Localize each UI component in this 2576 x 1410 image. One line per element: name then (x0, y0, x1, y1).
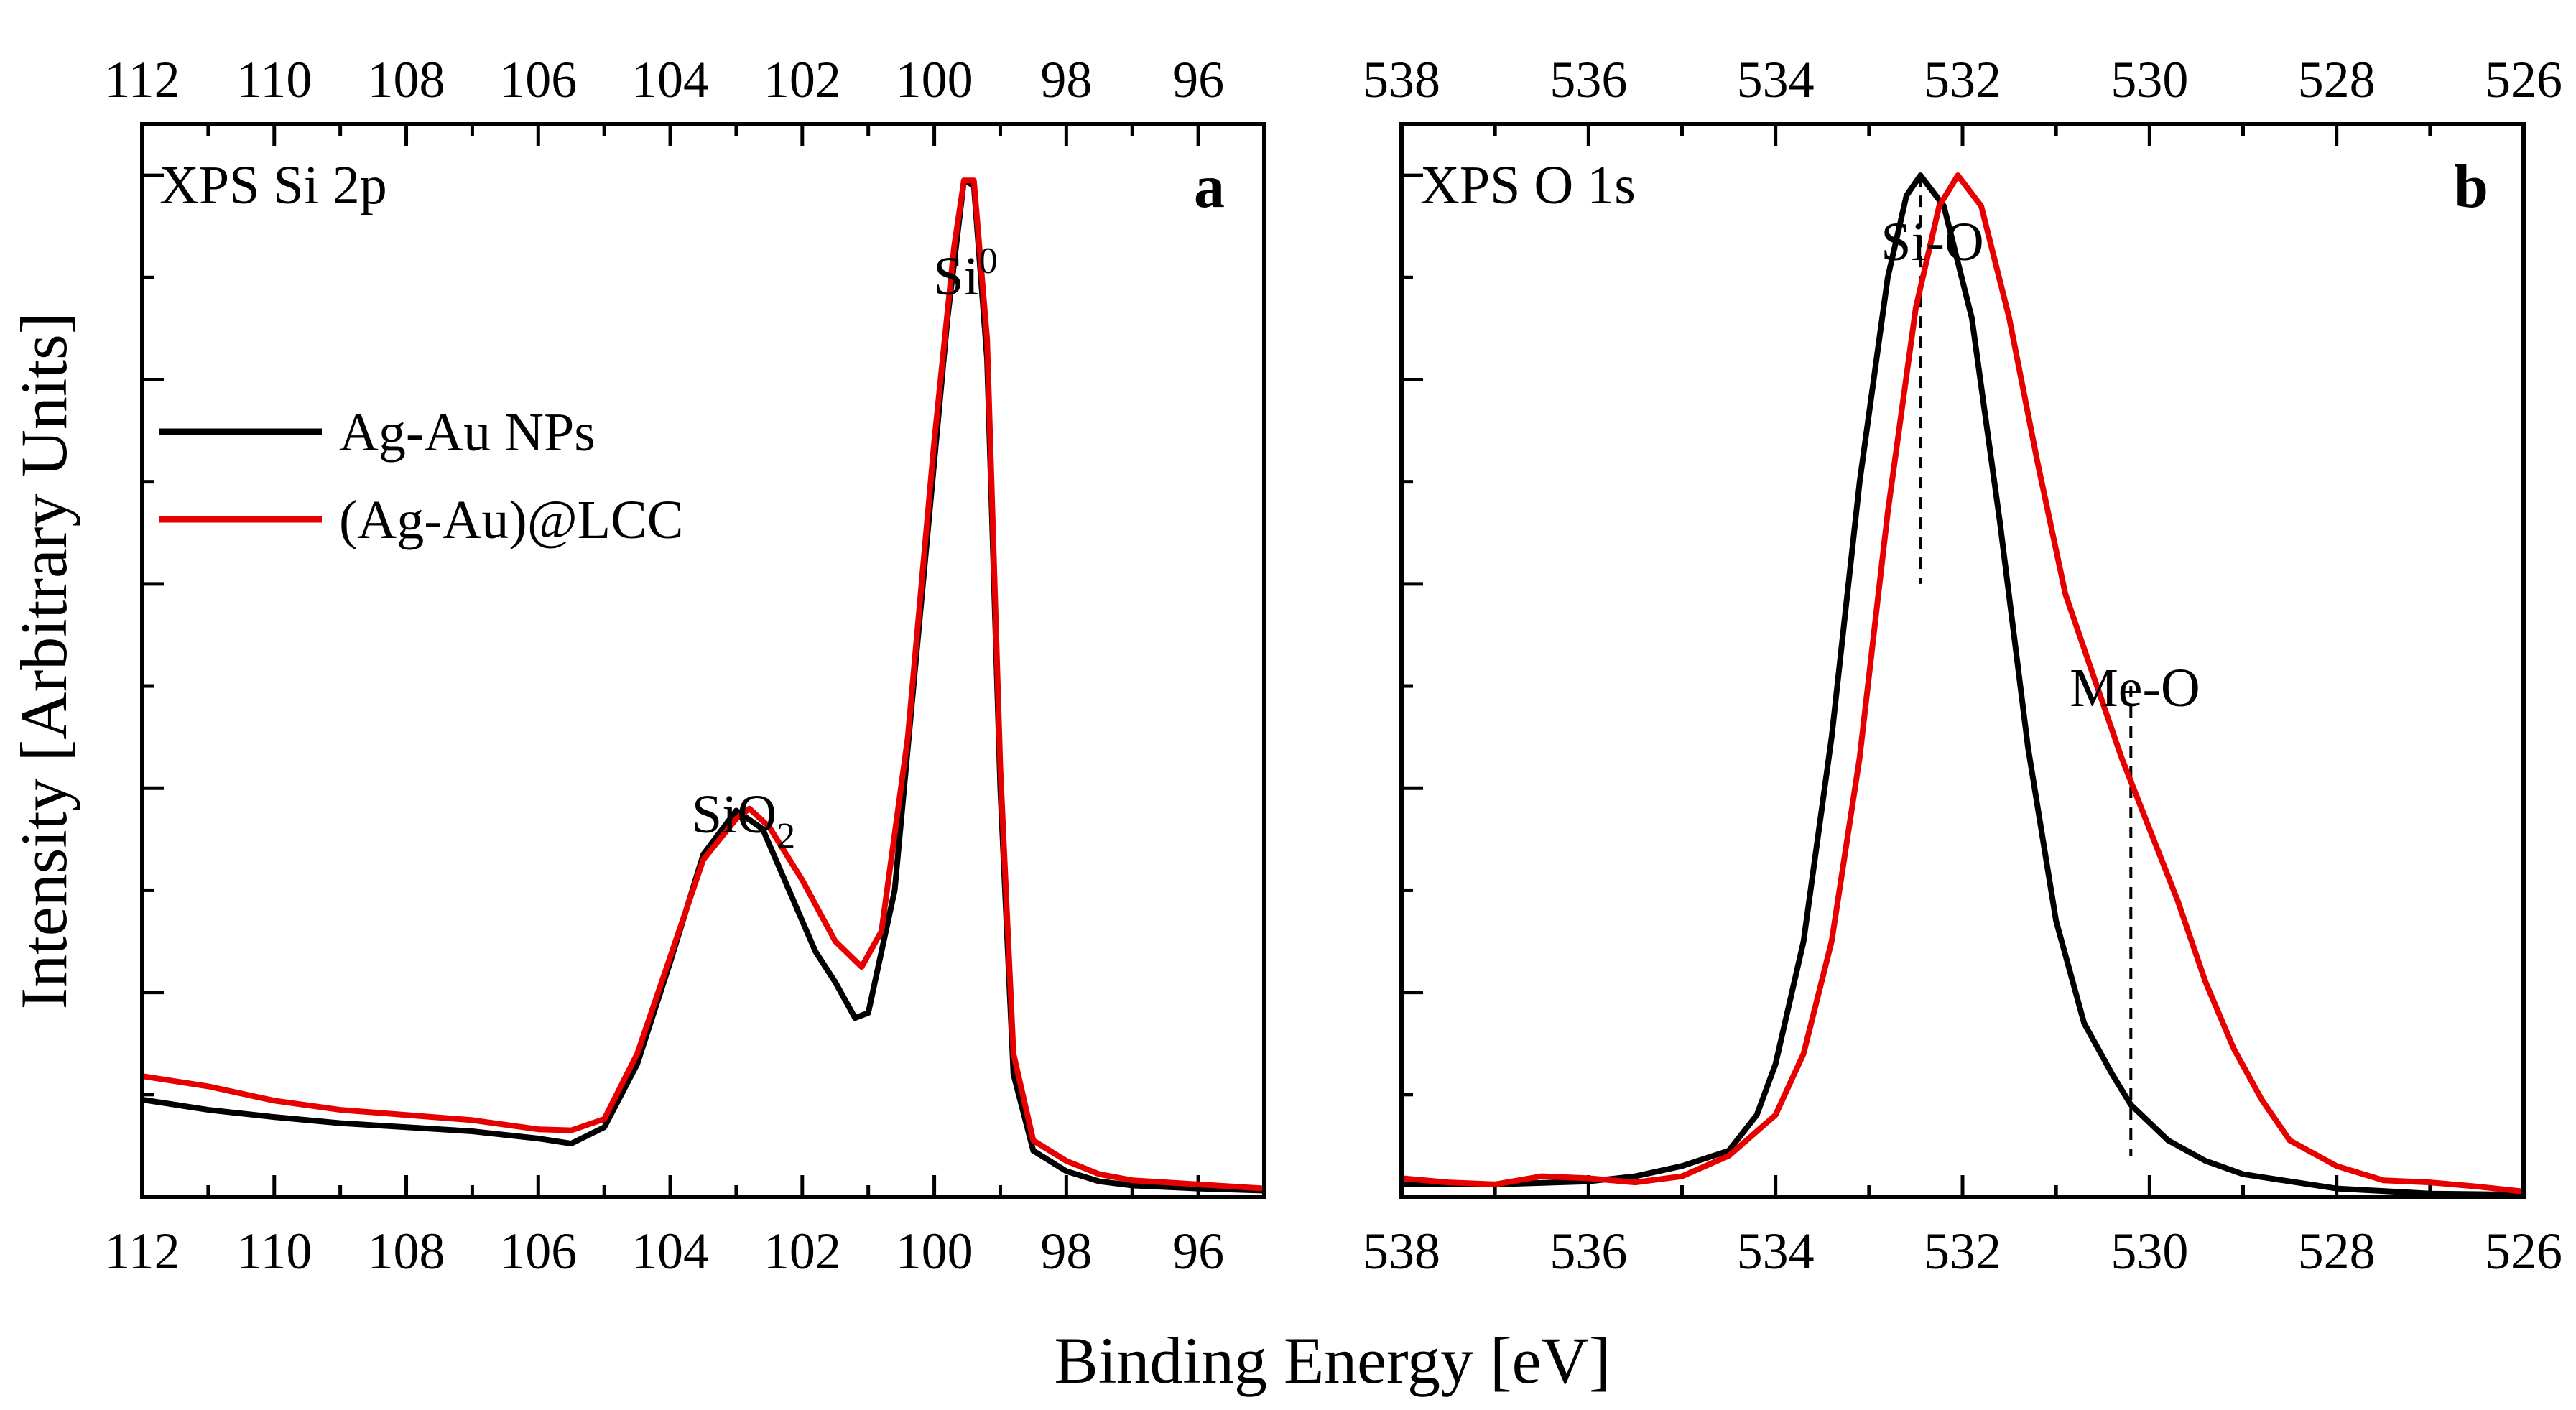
panel-a-xtick-label-top: 106 (499, 51, 577, 108)
panel-b-series-ag-au-lcc (1401, 172, 2524, 1195)
panel-a-title: XPS Si 2p (159, 155, 387, 215)
panel-a-xtick-label-top: 100 (896, 51, 973, 108)
panel-a-xtick-label-top: 110 (236, 51, 312, 108)
panel-a-xtick-label-bottom: 102 (764, 1223, 841, 1280)
panel-b-title: XPS O 1s (1420, 155, 1636, 215)
panel-b-frame (1399, 122, 2526, 1199)
panel-b-plot-area: 538 538 536 536 534 534 532 532 530 530 528 528 526 5… (1363, 51, 2562, 1280)
panel-b-xtick-label-top: 532 (1924, 51, 2001, 108)
panel-a-xtick-label-top: 108 (368, 51, 445, 108)
panel-b-me-o-label: Me-O (2070, 658, 2200, 718)
panel-b-xtick-label-top: 536 (1549, 51, 1627, 108)
panel-a-si0-base: Si (933, 246, 978, 307)
panel-a-xtick-label-top: 102 (764, 51, 841, 108)
panel-a-frame (140, 122, 1266, 1199)
legend: Ag-Au NPs (Ag-Au)@LCC (159, 402, 684, 550)
panel-a-xtick-label-bottom: 106 (499, 1223, 577, 1280)
panel-a-si0-superscript: 0 (979, 241, 998, 282)
panel-a-xtick-label-bottom: 104 (631, 1223, 709, 1280)
panel-b-xtick-label-bottom: 528 (2298, 1223, 2376, 1280)
panel-a-xtick-label-bottom: 96 (1172, 1223, 1224, 1280)
panel-a-xtick-label-bottom: 100 (896, 1223, 973, 1280)
panel-a-sio2-base: SiO (692, 784, 777, 845)
panel-b-series-ag-au-nps (1401, 172, 2524, 1198)
panel-b-xtick-label-bottom: 536 (1549, 1223, 1627, 1280)
panel-a-plot-area: 112 112 110 110 108 108 106 106 104 104 102 102 100 1… (104, 51, 1266, 1280)
panel-a-xtick-label-top: 98 (1040, 51, 1092, 108)
panel-a-xtick-label-bottom: 98 (1040, 1223, 1092, 1280)
panel-b-letter: b (2454, 152, 2488, 221)
panel-b-xtick-label-bottom: 534 (1737, 1223, 1815, 1280)
panel-b-xtick-label-bottom: 526 (2485, 1223, 2562, 1280)
panel-b-xtick-label-top: 534 (1737, 51, 1815, 108)
panel-a-xtick-label-bottom: 110 (236, 1223, 312, 1280)
panel-b-si-o-label: Si-O (1881, 212, 1984, 272)
panel-a-series-ag-au-nps (142, 177, 1265, 1194)
panel-a-xtick-label-top: 96 (1172, 51, 1224, 108)
panel-b-xtick-label-top: 526 (2485, 51, 2562, 108)
panel-b-xtick-label-top: 530 (2111, 51, 2188, 108)
panel-a-si0-label: Si0 (933, 241, 997, 307)
panel-a-sio2-label: SiO2 (692, 784, 795, 857)
panel-b-xtick-label-bottom: 532 (1924, 1223, 2001, 1280)
panel-b-xtick-label-top: 528 (2298, 51, 2376, 108)
panel-a-xtick-label-top: 112 (104, 51, 180, 108)
legend-label-ag-au-nps: Ag-Au NPs (339, 402, 596, 463)
panel-a-xtick-label-top: 104 (631, 51, 709, 108)
panel-a-sio2-subscript: 2 (777, 816, 795, 857)
panel-b-xtick-label-bottom: 538 (1363, 1223, 1440, 1280)
panel-a-letter: a (1194, 152, 1225, 221)
panel-a-si-2p: 112 112 110 110 108 108 106 106 104 104 102 102 100 1… (104, 51, 1266, 1280)
panel-a-series-ag-au-lcc (142, 177, 1265, 1192)
panel-b-o-1s: 538 538 536 536 534 534 532 532 530 530 528 528 526 5… (1363, 51, 2562, 1280)
panel-a-xtick-label-bottom: 112 (104, 1223, 180, 1280)
legend-label-ag-au-lcc: (Ag-Au)@LCC (339, 490, 684, 550)
panel-a-xtick-label-bottom: 108 (368, 1223, 445, 1280)
x-axis-title: Binding Energy [eV] (1054, 1324, 1611, 1397)
panel-b-xtick-label-bottom: 530 (2111, 1223, 2188, 1280)
panel-b-xtick-label-top: 538 (1363, 51, 1440, 108)
y-axis-title: Intensity [Arbitrary Units] (7, 312, 80, 1010)
